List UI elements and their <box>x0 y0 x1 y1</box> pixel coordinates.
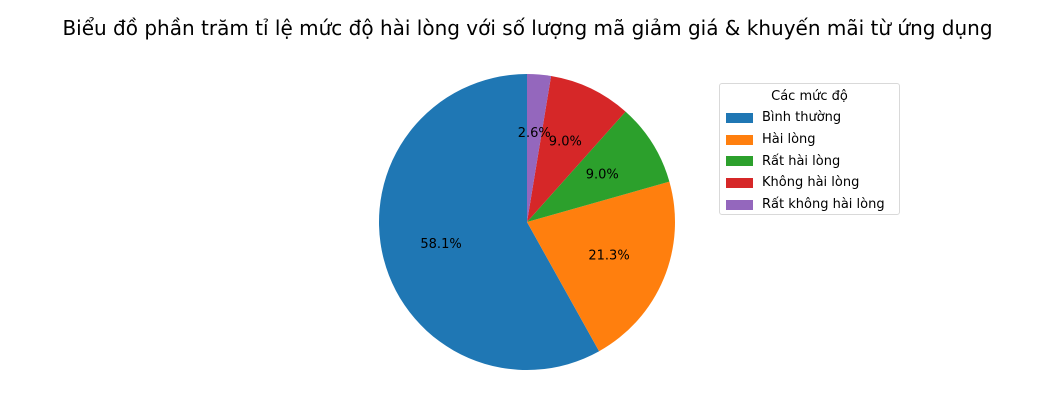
pie-slice-2 <box>527 111 670 222</box>
pie-slice-1 <box>527 181 675 352</box>
legend: Các mức độ Bình thường Hài lòng Rất hài … <box>719 83 900 215</box>
pie-slice-3 <box>527 75 626 222</box>
pie-pct-label-3: 9.0% <box>549 134 582 149</box>
legend-swatch <box>726 177 753 188</box>
legend-label: Hài lòng <box>762 132 816 148</box>
legend-title: Các mức độ <box>771 89 848 104</box>
legend-swatch <box>726 156 753 167</box>
legend-item-hai-long: Hài lòng <box>720 129 899 151</box>
pie-slice-4 <box>527 74 552 222</box>
pie-pct-label-4: 2.6% <box>518 126 551 141</box>
pie-slice-0 <box>379 74 600 370</box>
legend-item-rat-hai-long: Rất hài lòng <box>720 150 899 172</box>
legend-label: Rất không hài lòng <box>762 197 885 213</box>
legend-label: Không hài lòng <box>762 175 860 191</box>
legend-item-rat-khong-hai-long: Rất không hài lòng <box>720 194 899 216</box>
pie-pct-label-2: 9.0% <box>586 167 619 182</box>
legend-item-khong-hai-long: Không hài lòng <box>720 172 899 194</box>
legend-item-binh-thuong: Bình thường <box>720 107 899 129</box>
legend-label: Rất hài lòng <box>762 153 841 169</box>
legend-label: Bình thường <box>762 110 842 126</box>
legend-swatch <box>726 134 753 145</box>
pie-pct-label-1: 21.3% <box>588 248 629 263</box>
legend-swatch <box>726 199 753 210</box>
pie-pct-label-0: 58.1% <box>420 237 461 252</box>
chart-title: Biểu đồ phần trăm tỉ lệ mức độ hài lòng … <box>62 16 993 40</box>
legend-swatch <box>726 112 753 123</box>
